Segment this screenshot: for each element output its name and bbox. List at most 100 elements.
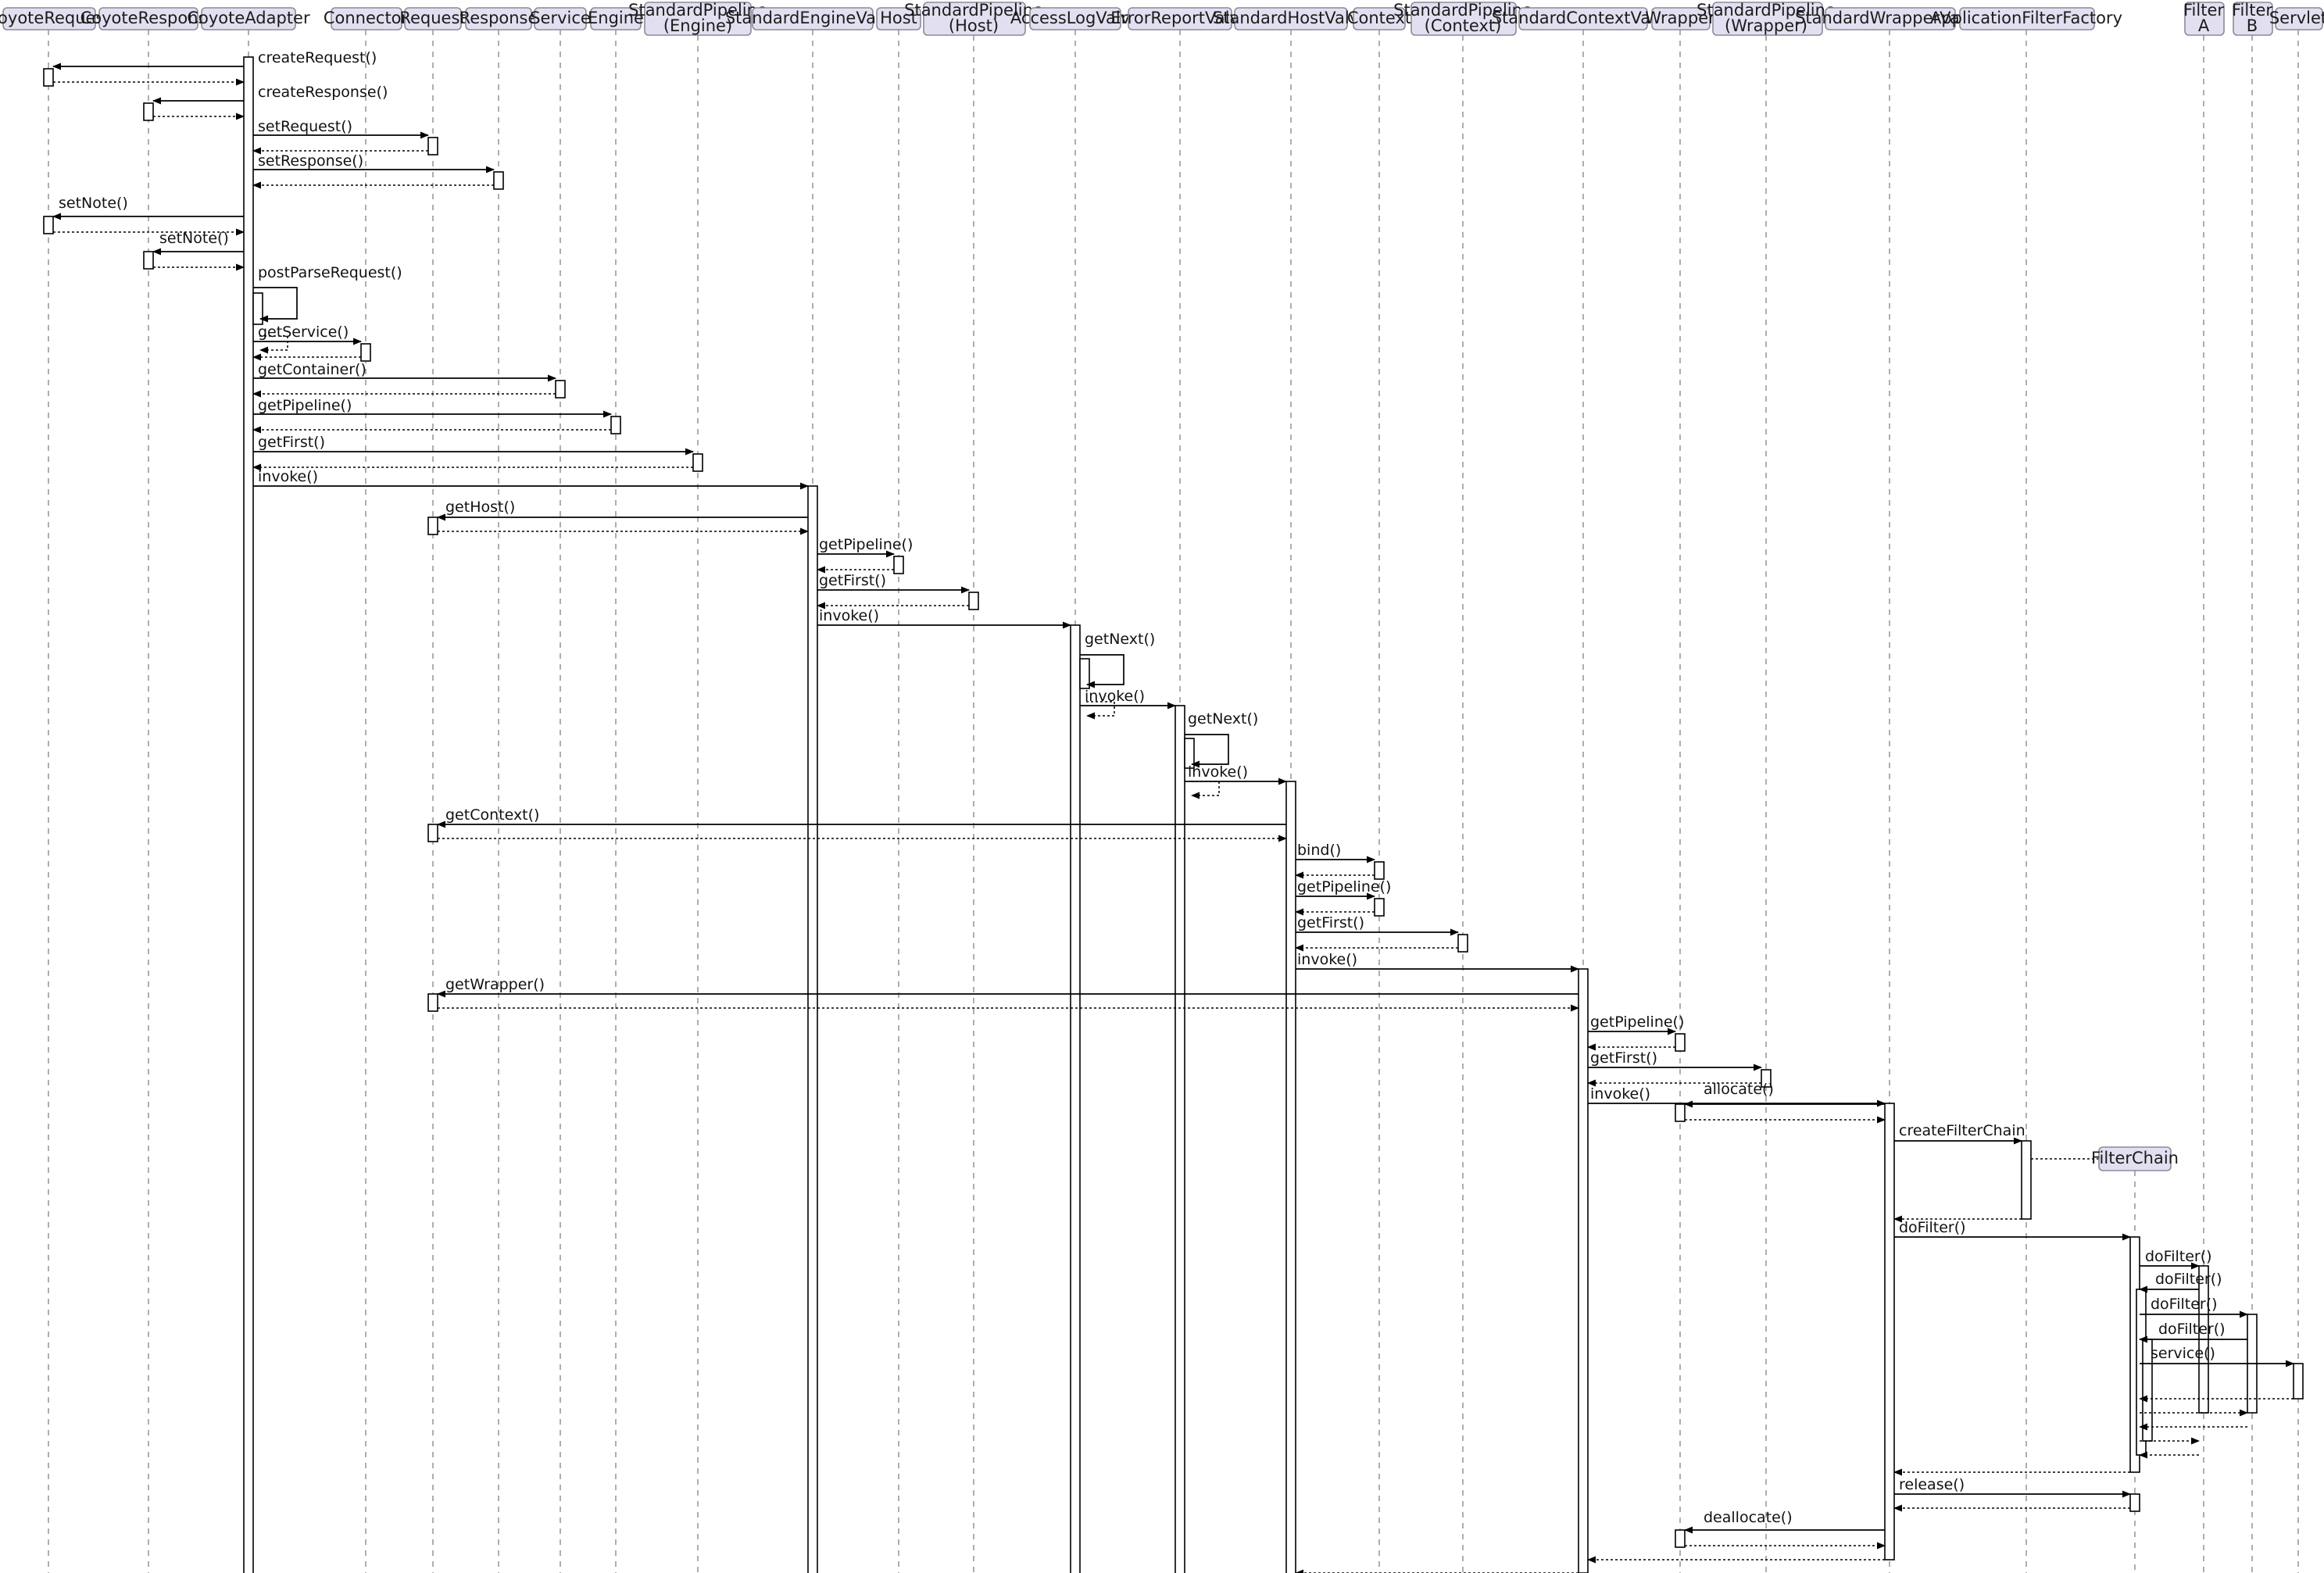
message-m03: createResponse()	[152, 84, 388, 105]
participant-box[interactable]	[331, 7, 402, 30]
participant-pipelineContext[interactable]: StandardPipeline(Context)	[1393, 1, 1532, 36]
message-m07: setResponse()	[253, 152, 495, 173]
participant-box[interactable]	[1029, 7, 1121, 30]
message-label: setNote()	[159, 230, 229, 247]
participant-label: StandardPipeline	[1697, 1, 1836, 20]
participant-errorReportValve[interactable]: ErrorReportValve	[1110, 7, 1250, 30]
participant-standardWrapperValve[interactable]: StandardWrapperValve	[1795, 7, 1984, 30]
participant-coyoteAdapter[interactable]: CoyoteAdapter	[187, 7, 310, 30]
lifelines-group	[48, 30, 2299, 1573]
participant-pipelineHost[interactable]: StandardPipeline(Host)	[904, 1, 1043, 36]
participant-coyoteRequest[interactable]: CoyoteRequest	[0, 7, 111, 30]
participant-box[interactable]	[1825, 7, 1956, 30]
participant-box[interactable]	[2233, 2, 2273, 36]
participant-box[interactable]	[2184, 2, 2225, 36]
participant-box[interactable]	[1959, 7, 2095, 30]
participant-label: StandardContextValve	[1492, 9, 1675, 27]
message-m33: invoke()	[1185, 763, 1287, 785]
message-m01: createRequest()	[52, 49, 377, 70]
participant-box[interactable]	[465, 7, 532, 30]
message-label: createRequest()	[258, 49, 377, 66]
message-m14: getService()	[253, 324, 362, 345]
participant-request[interactable]: Request	[399, 7, 467, 30]
activation-bar	[427, 517, 438, 535]
message-m09: setNote()	[52, 195, 244, 220]
participant-box[interactable]	[404, 7, 462, 30]
participant-box[interactable]	[2, 7, 96, 30]
participant-label: (Host)	[949, 16, 999, 35]
message-m05: setRequest()	[253, 118, 429, 139]
activation-bar	[1374, 861, 1385, 880]
message-label: createResponse()	[258, 84, 388, 101]
participant-engine[interactable]: Engine	[588, 7, 644, 30]
participant-service[interactable]: Service	[530, 7, 591, 30]
participant-standardContextValve[interactable]: StandardContextValve	[1492, 7, 1675, 30]
participant-connector[interactable]: Connector	[324, 7, 409, 30]
message-label: getFirst()	[258, 434, 325, 451]
message-m57: doFilter()	[2139, 1271, 2222, 1293]
participant-standardHostValve[interactable]: StandardHostValve	[1213, 7, 1369, 30]
participant-box[interactable]	[534, 7, 587, 30]
participant-box[interactable]	[201, 7, 296, 30]
message-m29: invoke()	[817, 607, 1071, 629]
message-label: setRequest()	[258, 118, 352, 135]
participant-context[interactable]: Context	[1347, 7, 1411, 30]
participant-box[interactable]	[644, 2, 752, 36]
participant-label: Service	[530, 9, 591, 27]
participant-standardEngineValve[interactable]: StandardEngineValve	[725, 7, 900, 30]
message-label: getFirst()	[1590, 1049, 1657, 1067]
message-m45: getPipeline()	[1588, 1014, 1684, 1035]
message-m31: invoke()	[1080, 688, 1176, 710]
activation-bar	[1675, 1529, 1686, 1548]
activation-bar	[2129, 1493, 2140, 1512]
participant-box[interactable]	[1518, 7, 1648, 30]
participant-label: ApplicationFilterFactory	[1930, 9, 2122, 27]
participant-pipelineEngine[interactable]: StandardPipeline(Engine)	[628, 1, 767, 36]
participant-box[interactable]	[1353, 7, 1406, 30]
participant-label: StandardWrapperValve	[1795, 9, 1984, 27]
participant-box[interactable]	[1410, 2, 1517, 36]
activation-bar	[1675, 1033, 1686, 1052]
participant-pipelineWrapper[interactable]: StandardPipeline(Wrapper)	[1697, 1, 1836, 36]
message-m40: getFirst()	[1296, 914, 1459, 936]
participant-box[interactable]	[2098, 1146, 2172, 1171]
message-m23: getHost()	[437, 499, 808, 521]
activation-bar	[143, 102, 154, 121]
participant-box[interactable]	[98, 7, 198, 30]
participant-servlet[interactable]: Servlet	[2269, 7, 2324, 30]
message-label: invoke()	[1297, 951, 1357, 968]
message-m67: release()	[1894, 1476, 2131, 1498]
participant-box[interactable]	[2275, 7, 2323, 30]
created-participant-filterChain[interactable]: FilterChain	[2091, 1146, 2179, 1171]
participant-box[interactable]	[1234, 7, 1348, 30]
message-m20: getFirst()	[253, 434, 694, 456]
participant-host[interactable]: Host	[876, 7, 921, 30]
participant-box[interactable]	[590, 7, 642, 30]
message-label: getContainer()	[258, 361, 366, 378]
participant-box[interactable]	[1128, 7, 1232, 30]
participant-coyoteResponse[interactable]: CoyoteResponse	[80, 7, 217, 30]
message-label: setNote()	[59, 195, 128, 212]
participant-box[interactable]	[1712, 2, 1823, 36]
activation-bar	[555, 380, 566, 399]
message-m38: getPipeline()	[1296, 878, 1391, 900]
participant-label: CoyoteAdapter	[187, 9, 310, 27]
participant-box[interactable]	[876, 7, 921, 30]
message-label: doFilter()	[2145, 1248, 2212, 1265]
activation-bar	[1374, 898, 1385, 917]
participant-label: Filter	[2183, 1, 2224, 20]
participant-accessLogValve[interactable]: AccessLogValve	[1010, 7, 1140, 30]
participant-label: Request	[399, 9, 466, 27]
activations-group	[43, 56, 2304, 1573]
participant-applicationFilterFactory[interactable]: ApplicationFilterFactory	[1930, 7, 2122, 30]
participant-wrapper[interactable]: Wrapper	[1645, 7, 1715, 30]
activation-bar	[893, 556, 904, 574]
participant-box[interactable]	[1651, 7, 1711, 30]
participant-box[interactable]	[752, 7, 874, 30]
participant-box[interactable]	[923, 2, 1026, 36]
participant-response[interactable]: Response	[459, 7, 538, 30]
self-call-arrow	[1185, 734, 1229, 768]
message-label: getPipeline()	[1297, 878, 1391, 896]
